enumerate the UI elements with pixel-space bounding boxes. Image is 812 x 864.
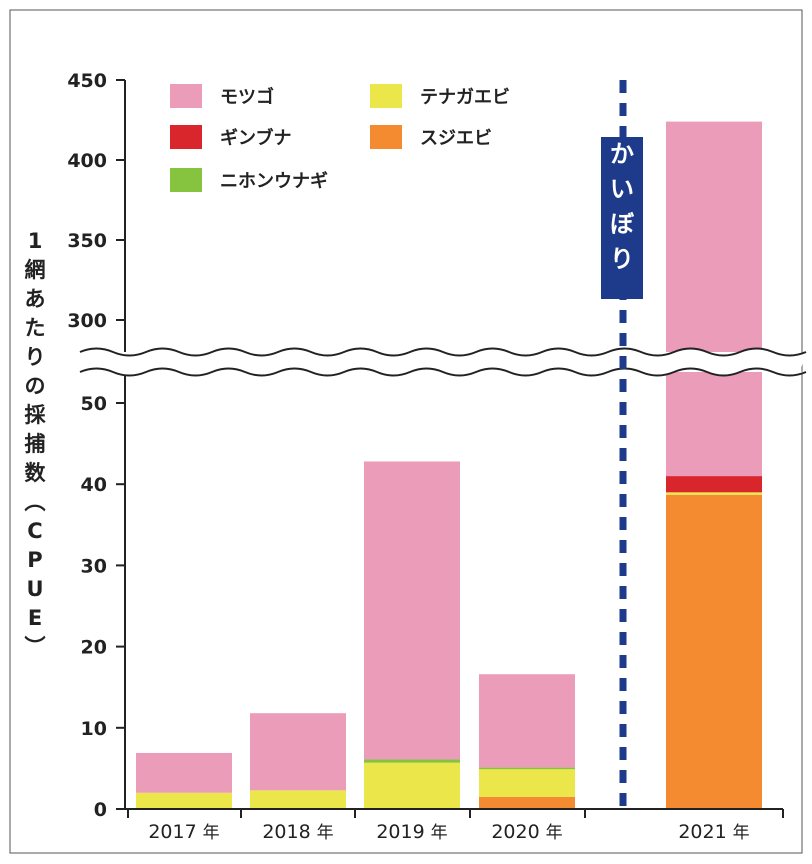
x-tick-label-4: 2021 年 xyxy=(678,821,749,843)
bar-segment-1-2 xyxy=(364,762,460,809)
axis-break-line-top xyxy=(79,347,807,357)
bar-segment-4-1 xyxy=(250,713,346,791)
legend-swatch-2 xyxy=(170,125,202,149)
y-tick-label-upper-3: 450 xyxy=(67,70,107,92)
axis-break-line-bottom xyxy=(79,367,807,377)
bar-segment-1-3 xyxy=(479,769,575,797)
bar-segment-4-4 xyxy=(666,121,762,477)
x-tick-label-1: 2018 年 xyxy=(262,821,333,843)
legend-label-2: ギンブナ xyxy=(220,127,291,149)
bar-segment-4-0 xyxy=(136,752,232,793)
bar-segment-1-4 xyxy=(666,492,762,495)
y-tick-label-lower-1: 10 xyxy=(81,718,107,740)
y-tick-label-upper-1: 350 xyxy=(67,230,107,252)
legend-swatch-3 xyxy=(370,125,402,149)
bar-segment-4-3 xyxy=(479,674,575,768)
kaibori-label-box xyxy=(601,137,643,299)
y-axis-label: 1 網あたりの採捕数︵ C P U E ︶ xyxy=(25,229,47,659)
x-tick-label-2: 2019 年 xyxy=(376,821,447,843)
y-tick-label-upper-2: 400 xyxy=(67,150,107,172)
legend-label-3: スジエビ xyxy=(420,128,492,149)
legend-swatch-1 xyxy=(370,84,402,108)
bar-segment-4-2 xyxy=(364,461,460,760)
bar-segment-0-4 xyxy=(666,494,762,809)
kaibori-label: かいぼり xyxy=(610,140,635,273)
legend-label-1: テナガエビ xyxy=(420,87,510,108)
x-tick-label-0: 2017 年 xyxy=(148,821,219,843)
y-tick-label-lower-4: 40 xyxy=(81,474,107,496)
bar-segment-3-4 xyxy=(666,476,762,493)
bar-segment-1-0 xyxy=(136,792,232,809)
y-tick-label-lower-2: 20 xyxy=(81,637,107,659)
legend-swatch-0 xyxy=(170,84,202,108)
y-tick-label-lower-3: 30 xyxy=(81,555,107,577)
y-tick-label-lower-0: 0 xyxy=(94,799,107,821)
y-tick-label-upper-0: 300 xyxy=(67,310,107,332)
bar-segment-2-3 xyxy=(479,767,575,770)
bar-segment-2-2 xyxy=(364,759,460,763)
bar-segment-0-3 xyxy=(479,796,575,809)
y-tick-label-lower-5: 50 xyxy=(81,393,107,415)
legend-swatch-4 xyxy=(170,168,202,192)
legend-label-4: ニホンウナギ xyxy=(220,171,328,192)
bar-segment-1-1 xyxy=(250,790,346,809)
legend-label-0: モツゴ xyxy=(220,86,274,108)
x-tick-label-3: 2020 年 xyxy=(491,821,562,843)
